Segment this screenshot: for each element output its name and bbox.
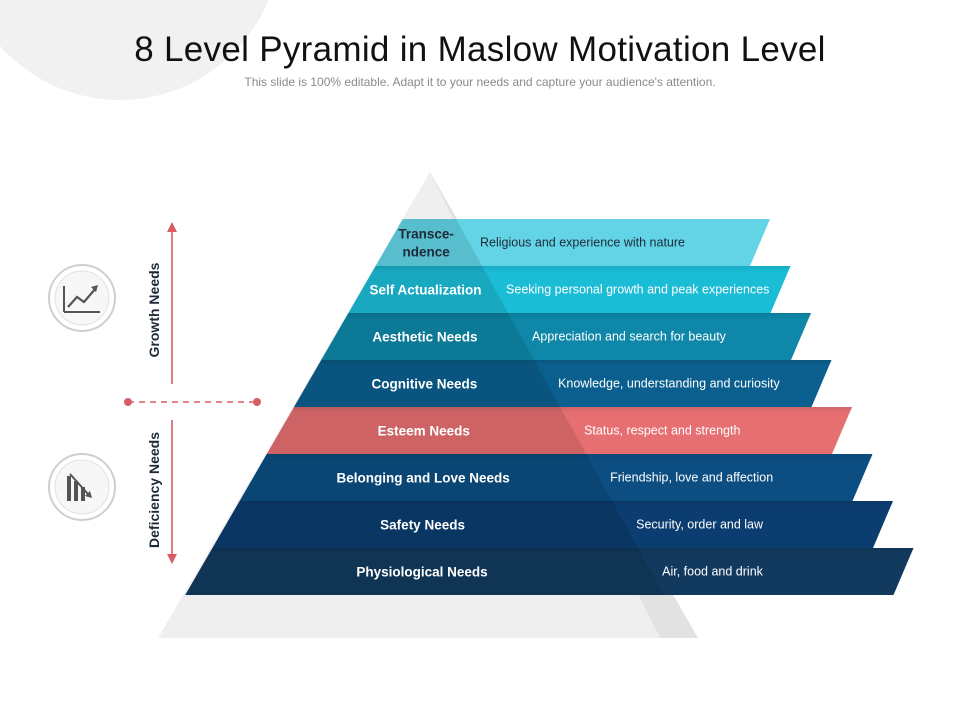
level-description: Air, food and drink — [662, 565, 764, 579]
level-top-shadow — [294, 407, 852, 413]
level-name: Transce-ndence — [398, 227, 454, 260]
level-band — [348, 266, 791, 313]
level-name: Self Actualization — [370, 283, 482, 298]
level-face-shade — [212, 501, 639, 548]
arrow-up-icon — [167, 222, 177, 232]
level-band — [294, 360, 832, 407]
deficiency-needs-label: Deficiency Needs — [146, 432, 162, 548]
growth-needs-group: Growth Needs — [146, 222, 177, 384]
page-title: 8 Level Pyramid in Maslow Motivation Lev… — [134, 30, 826, 69]
level-name: Belonging and Love Needs — [337, 471, 510, 486]
level-description: Friendship, love and affection — [610, 471, 773, 485]
pyramid-levels: Transce-ndence Religious and experience w… — [185, 219, 914, 595]
pyramid-level: Physiological Needs Air, food and drink — [185, 548, 914, 595]
level-top-shadow — [212, 548, 914, 554]
level-band — [266, 407, 852, 454]
level-name: Cognitive Needs — [371, 377, 477, 392]
pyramid-level: Cognitive Needs Knowledge, understanding … — [294, 360, 832, 407]
level-face-shade — [185, 548, 665, 595]
level-face-shade — [321, 313, 535, 360]
level-description: Seeking personal growth and peak experie… — [506, 283, 769, 297]
group-divider — [124, 398, 261, 406]
level-band — [321, 313, 811, 360]
level-band — [375, 219, 770, 266]
level-face-shade — [266, 407, 587, 454]
pyramid-level: Safety Needs Security, order and law — [212, 501, 894, 548]
level-description: Knowledge, understanding and curiosity — [558, 377, 780, 391]
pyramid-level: Aesthetic Needs Appreciation and search f… — [321, 313, 811, 360]
level-top-shadow — [239, 501, 894, 507]
arrow-down-icon — [167, 554, 177, 564]
line-chart-up-icon — [48, 264, 116, 332]
level-name: Safety Needs — [380, 518, 465, 533]
level-band — [239, 454, 873, 501]
level-name: Physiological Needs — [356, 565, 487, 580]
growth-needs-label: Growth Needs — [146, 262, 162, 357]
pyramid-level: Belonging and Love Needs Friendship, love… — [239, 454, 873, 501]
level-top-shadow — [375, 266, 791, 272]
level-face-shade — [348, 266, 509, 313]
level-face-shade — [239, 454, 613, 501]
level-description: Appreciation and search for beauty — [532, 330, 727, 344]
level-band — [212, 501, 893, 548]
pyramid-level: Esteem Needs Status, respect and strength — [266, 407, 852, 454]
level-top-shadow — [348, 313, 811, 319]
bar-chart-down-icon — [48, 453, 116, 521]
level-description: Religious and experience with nature — [480, 236, 685, 250]
deficiency-needs-group: Deficiency Needs — [146, 420, 177, 564]
level-face-shade — [375, 219, 483, 266]
pyramid-level: Self Actualization Seeking personal growt… — [348, 266, 791, 313]
level-name: Aesthetic Needs — [372, 330, 477, 345]
level-band — [185, 548, 914, 595]
level-top-shadow — [266, 454, 873, 460]
level-top-shadow — [321, 360, 832, 366]
level-name: Esteem Needs — [378, 424, 470, 439]
page-subtitle: This slide is 100% editable. Adapt it to… — [244, 75, 716, 89]
pyramid-level: Transce-ndence Religious and experience w… — [375, 219, 770, 266]
level-face-shade — [294, 360, 561, 407]
level-description: Security, order and law — [636, 518, 764, 532]
level-description: Status, respect and strength — [584, 424, 740, 438]
